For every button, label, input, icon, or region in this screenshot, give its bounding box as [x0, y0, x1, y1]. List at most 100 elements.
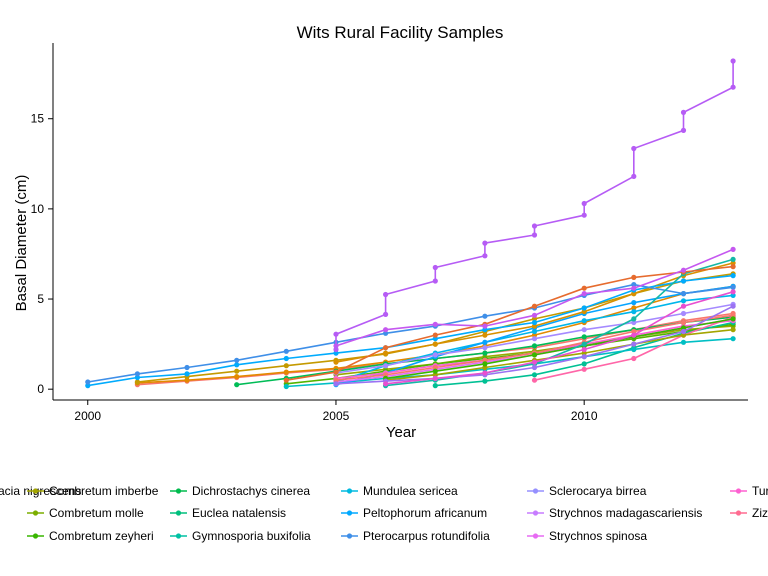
data-point	[680, 332, 687, 338]
legend-key	[730, 510, 747, 516]
data-point	[581, 334, 587, 340]
legend-key	[27, 488, 44, 494]
data-point	[482, 323, 488, 329]
data-point	[730, 327, 736, 333]
data-point	[631, 341, 637, 347]
legend-label: Combretum molle	[49, 506, 144, 520]
data-point	[432, 372, 438, 378]
data-point	[631, 145, 637, 152]
data-point	[184, 371, 190, 377]
series-line	[335, 61, 734, 350]
data-point	[234, 374, 240, 380]
data-point	[383, 330, 389, 336]
y-tick-label: 10	[31, 202, 45, 216]
data-point	[531, 323, 538, 329]
data-point	[730, 284, 736, 290]
data-point	[531, 312, 538, 318]
data-point	[581, 285, 587, 291]
data-point	[333, 350, 339, 356]
data-point	[482, 370, 488, 376]
data-point	[134, 371, 140, 377]
data-point	[730, 316, 736, 322]
data-point	[85, 383, 91, 389]
data-point	[531, 303, 538, 309]
series-line	[87, 283, 734, 383]
legend-label: Peltophorum africanum	[363, 506, 487, 520]
data-point	[531, 328, 538, 335]
series-18	[85, 273, 736, 389]
data-point	[730, 336, 736, 342]
data-point	[531, 364, 538, 371]
data-point	[432, 321, 438, 327]
data-point	[531, 359, 538, 365]
data-point	[432, 278, 438, 284]
data-point	[333, 346, 339, 353]
data-point	[531, 352, 538, 358]
data-point	[482, 313, 488, 319]
legend-label: Sclerocarya birrea	[549, 484, 647, 498]
data-point	[383, 372, 389, 378]
legend-label: Dichrostachys cinerea	[192, 484, 310, 498]
data-point	[631, 319, 637, 326]
data-point	[333, 377, 339, 383]
data-point	[383, 381, 389, 387]
series-line	[385, 258, 734, 387]
data-point	[581, 200, 587, 207]
data-point	[631, 309, 637, 315]
data-point	[680, 278, 687, 284]
data-point	[432, 352, 438, 358]
legend-label: Gymnosporia buxifolia	[192, 529, 311, 543]
legend-key	[341, 533, 358, 539]
legend-label: Pterocarpus rotundifolia	[363, 529, 490, 543]
data-point	[283, 383, 289, 390]
data-point	[383, 363, 389, 369]
series-line	[286, 323, 734, 385]
legend-key	[341, 488, 358, 494]
data-point	[631, 328, 637, 335]
y-axis-label: Basal Diameter (cm)	[13, 175, 30, 312]
data-point	[631, 291, 637, 297]
series-line	[286, 265, 734, 381]
series-line	[385, 318, 734, 380]
series-24	[383, 289, 736, 387]
data-point	[680, 325, 687, 331]
data-point	[482, 327, 488, 333]
data-point	[234, 357, 240, 363]
data-point	[383, 327, 389, 333]
series-17	[383, 316, 736, 381]
data-point	[234, 362, 240, 368]
data-point	[383, 311, 389, 317]
data-point	[581, 354, 587, 360]
data-point	[283, 369, 289, 375]
data-point	[730, 303, 736, 309]
data-point	[730, 256, 736, 262]
data-point	[283, 363, 289, 369]
data-point	[680, 319, 687, 326]
data-point	[482, 332, 488, 338]
legend-key	[170, 488, 187, 494]
data-point	[581, 305, 587, 311]
legend-key	[27, 510, 44, 516]
legend-label: Turraea nilotica	[752, 484, 768, 498]
data-point	[631, 332, 637, 338]
data-point	[531, 377, 538, 383]
chart-title: Wits Rural Facility Samples	[297, 23, 504, 42]
data-point	[581, 318, 587, 324]
data-point	[631, 346, 637, 353]
x-tick-label: 2010	[571, 409, 598, 423]
data-point	[631, 305, 637, 311]
data-point	[531, 232, 538, 238]
data-point	[531, 316, 538, 322]
data-point	[730, 264, 736, 270]
data-point	[234, 382, 240, 388]
y-tick-label: 0	[37, 382, 44, 396]
data-point	[680, 339, 687, 345]
data-point	[581, 366, 587, 372]
data-point	[383, 291, 389, 298]
series-19	[85, 282, 736, 385]
tick-layer: 2000 2005 2010 0 5 10 15	[31, 112, 598, 423]
legend-key	[27, 533, 44, 539]
data-point	[531, 343, 538, 349]
data-point	[680, 328, 687, 335]
